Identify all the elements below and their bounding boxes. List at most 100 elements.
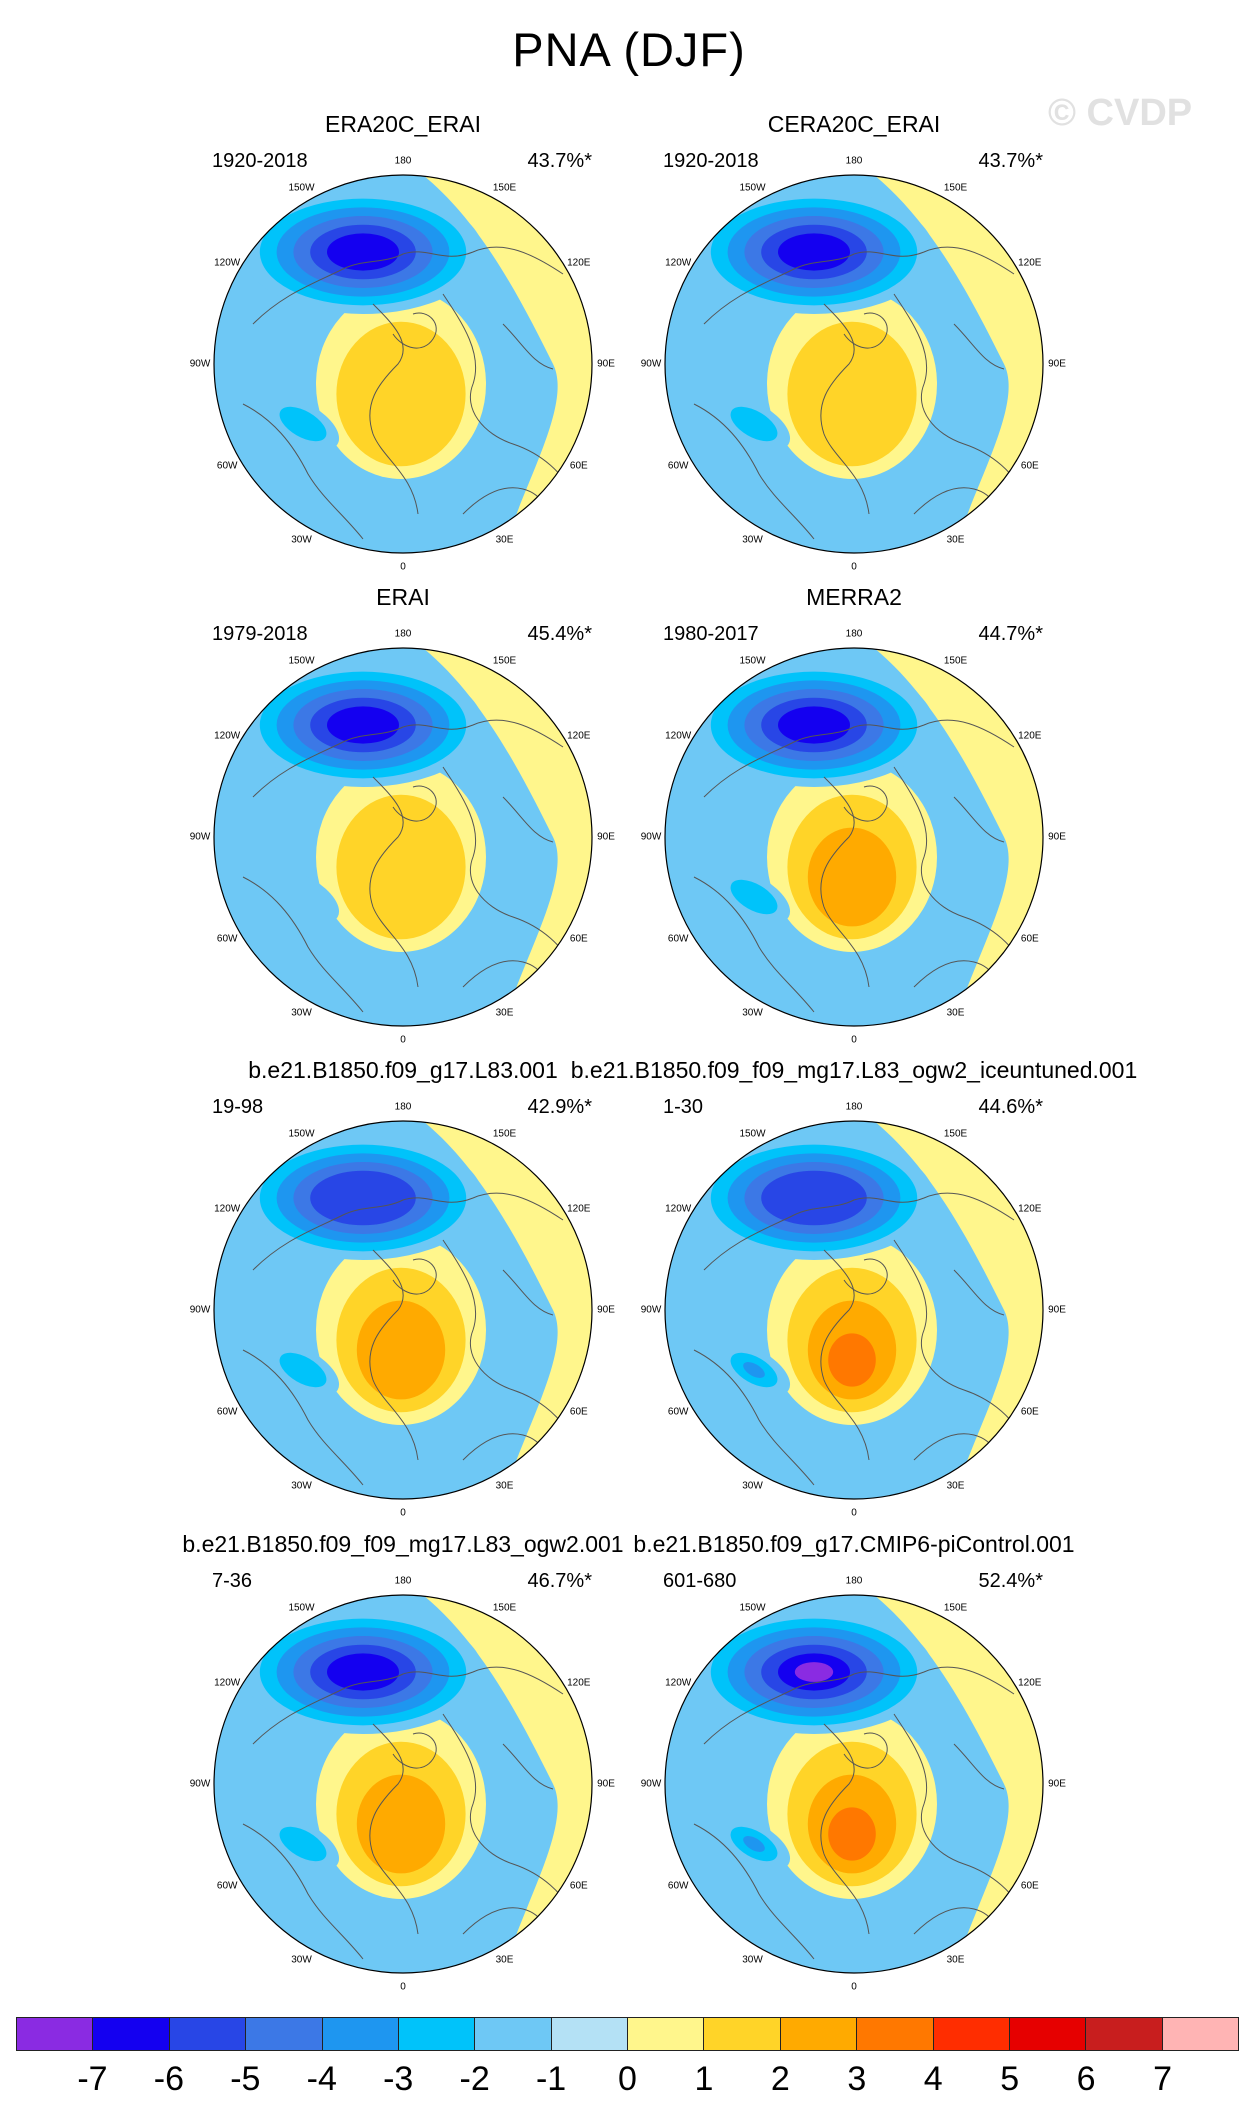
coastline [893,293,1025,495]
colorbar-swatch [628,2018,705,2050]
longitude-label: 180 [845,1575,863,1587]
map-border [213,647,593,1027]
secondary-negative-contour-1 [266,870,340,924]
positive-region [874,648,1043,1026]
longitude-label: 0 [400,1034,406,1046]
longitude-label: 150E [492,182,517,194]
panel-explained-variance: 46.7%* [527,1570,593,1592]
positive-contour-2 [336,794,466,940]
longitude-label: 90W [640,1304,662,1316]
secondary-negative-contour-2 [279,1352,327,1388]
longitude-label: 30E [946,1954,965,1966]
colorbar-swatch [93,2018,170,2050]
secondary-negative-contour-2 [279,1826,327,1862]
map-border [213,174,593,554]
longitude-label: 30E [495,1954,514,1966]
longitude-label: 120W [665,1677,692,1688]
polar-map [664,1120,1044,1500]
coastline [953,1269,1005,1316]
longitude-label: 30E [946,1480,965,1492]
panel-title: MERRA2 [806,584,902,610]
coastline [693,876,815,1013]
longitude-label: 180 [394,1575,412,1587]
coastline [843,785,888,822]
panel-period: 1920-2018 [212,150,308,172]
longitude-label: 180 [845,1101,863,1113]
panel-explained-variance: 44.7%* [978,623,1044,645]
longitude-label: 30E [495,1007,514,1019]
positive-contour-2 [787,321,917,467]
coastline [252,246,564,325]
positive-contour-3 [356,1774,446,1874]
longitude-label: 120E [567,257,591,268]
polar-map [213,174,593,554]
longitude-label: 30E [946,534,965,546]
panel-explained-variance: 52.4%* [978,1570,1044,1592]
colorbar-tick-label: 6 [1076,2060,1096,2098]
colorbar-swatch [398,2018,476,2050]
panel-period: 7-36 [212,1570,253,1592]
negative-contour-5 [761,1170,867,1226]
longitude-label: 150W [739,182,766,194]
longitude-label: 120E [567,1203,591,1214]
coastline [242,1349,364,1486]
polar-map [664,174,1044,554]
negative-contour-6 [778,233,850,271]
longitude-label: 90W [189,831,211,843]
coastline [369,303,419,515]
polar-map [213,647,593,1027]
longitude-label: 150E [943,655,968,667]
longitude-label: 90W [640,831,662,843]
longitude-label: 120W [665,1203,692,1214]
panel-period: 601-680 [663,1570,737,1592]
positive-region [423,175,592,553]
figure-title: PNA (DJF) [512,23,746,76]
longitude-label: 90W [640,358,662,370]
secondary-negative-contour-2 [730,879,778,915]
polar-map [664,647,1044,1027]
longitude-label: 30W [742,1954,763,1966]
positive-region [423,1595,592,1973]
secondary-negative-contour-2 [279,406,327,442]
longitude-label: 60W [216,1880,238,1891]
colorbar-swatch [17,2018,94,2050]
map-border [213,1120,593,1500]
longitude-label: 120E [1018,1677,1042,1688]
coastline [442,1713,574,1915]
longitude-label: 150W [288,1602,315,1614]
longitude-label: 150W [288,655,315,667]
longitude-label: 90E [1048,1778,1066,1790]
coastline [242,403,364,540]
longitude-label: 90E [1048,1304,1066,1316]
longitude-label: 60W [667,1406,689,1417]
coastline [820,776,870,988]
longitude-label: 60W [216,460,238,471]
longitude-label: 120E [1018,257,1042,268]
coastline [893,1239,1025,1441]
negative-contour-5 [310,1170,416,1226]
longitude-label: 150E [943,1128,968,1140]
longitude-label: 60W [667,1880,689,1891]
positive-contour-2 [336,321,466,467]
longitude-label: 180 [845,628,863,640]
colorbar-tick-label: -4 [306,2060,337,2098]
coastline [369,776,419,988]
longitude-label: 0 [851,561,857,573]
panel-title: b.e21.B1850.f09_f09_mg17.L83_ogw2.001 [182,1531,624,1557]
longitude-label: 0 [400,1507,406,1519]
longitude-label: 150W [739,1128,766,1140]
coastline [392,1732,437,1769]
longitude-label: 120E [567,1677,591,1688]
longitude-label: 60E [1020,1880,1039,1891]
colorbar-tick-label: -5 [230,2060,261,2098]
map-border [664,1594,1044,1974]
longitude-label: 30W [291,1954,312,1966]
longitude-label: 60W [667,460,689,471]
longitude-label: 150E [943,182,968,194]
positive-region [874,1595,1043,1973]
panel-title: b.e21.B1850.f09_f09_mg17.L83_ogw2_iceunt… [570,1057,1138,1083]
colorbar-swatch [780,2018,858,2050]
coastline [820,303,870,515]
coastline [369,1723,419,1935]
coastline [703,246,1015,325]
